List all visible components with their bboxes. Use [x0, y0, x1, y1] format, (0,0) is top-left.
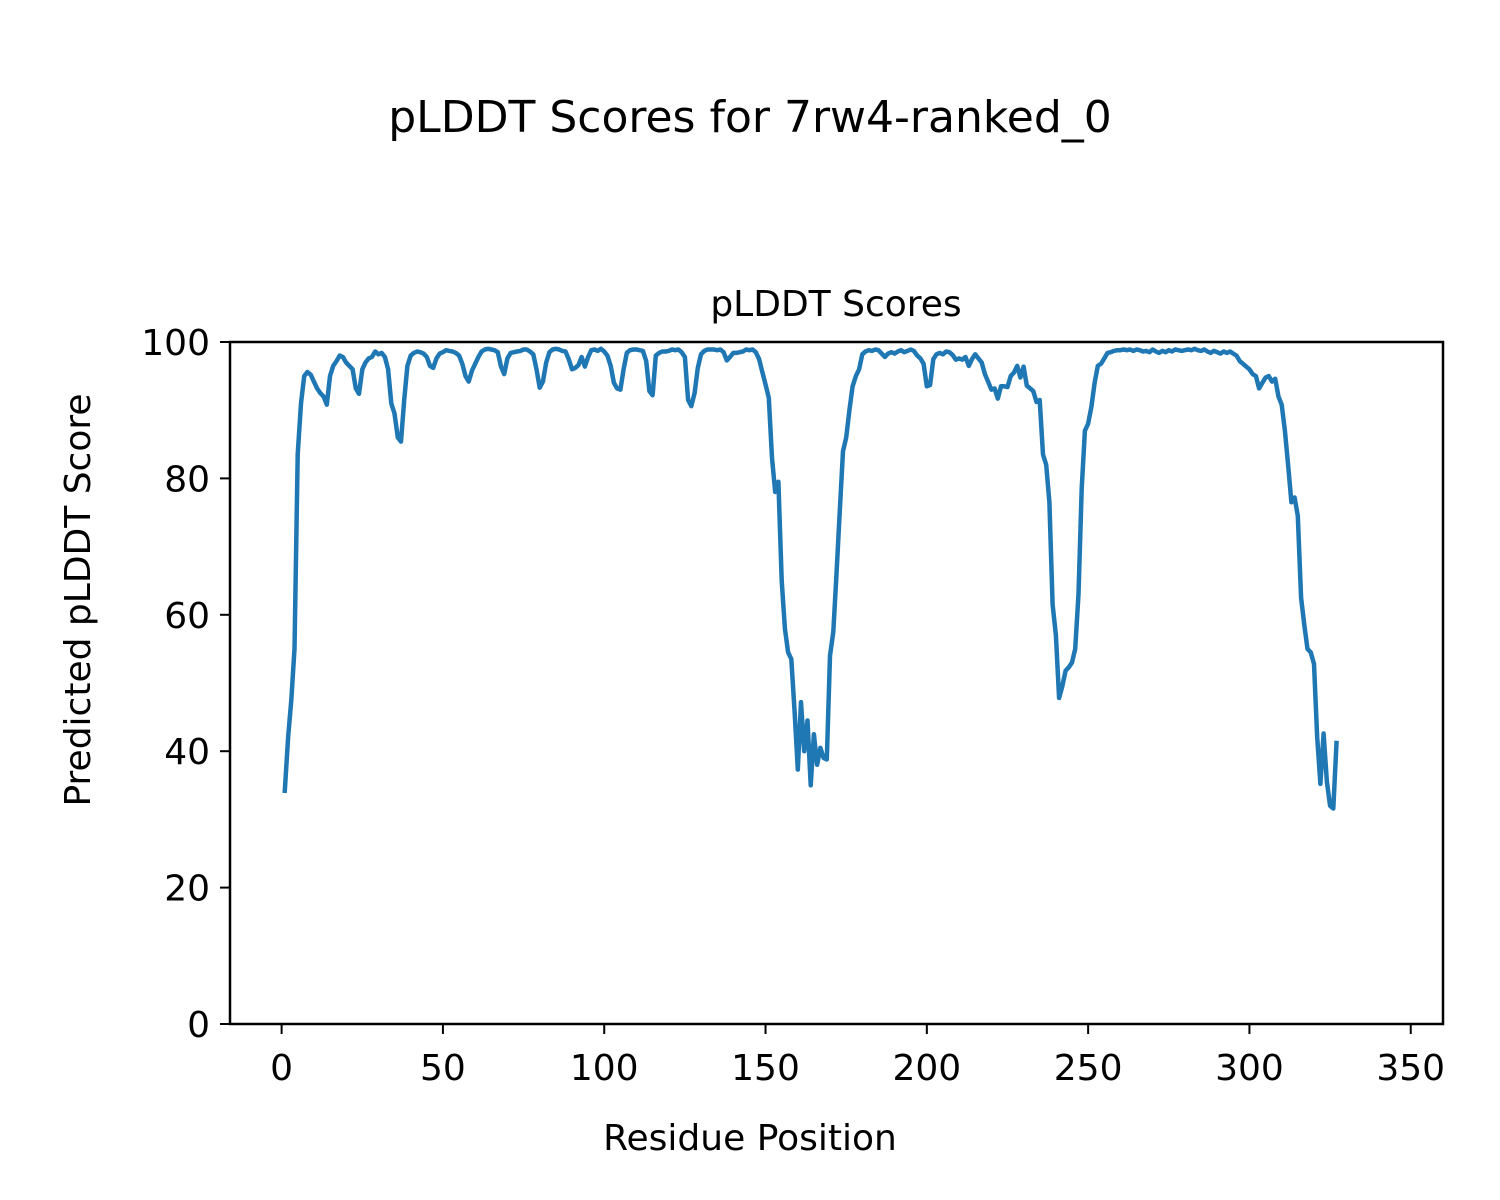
y-tick-label: 80 — [164, 459, 210, 500]
plot-frame — [228, 340, 1445, 1026]
y-tick-label: 40 — [164, 732, 210, 773]
axis-ticks: 0 50 100 150 200 250 300 350 0 20 40 60 80 100 — [141, 323, 1445, 1089]
y-tick-label: 100 — [141, 323, 210, 364]
y-tick-label: 60 — [164, 596, 210, 637]
x-tick-label: 100 — [570, 1048, 639, 1089]
x-tick-label: 150 — [731, 1048, 800, 1089]
x-axis-label: Residue Position — [603, 1118, 897, 1159]
figure-suptitle: pLDDT Scores for 7rw4-ranked_0 — [388, 92, 1112, 143]
y-axis-label: Predicted pLDDT Score — [58, 393, 99, 806]
y-tick-label: 20 — [164, 869, 210, 910]
y-tick-label: 0 — [187, 1005, 210, 1046]
x-tick-label: 300 — [1215, 1048, 1284, 1089]
x-tick-label: 250 — [1054, 1048, 1123, 1089]
x-tick-label: 0 — [270, 1048, 293, 1089]
series-layer — [282, 346, 1339, 811]
series-line-plddt — [282, 346, 1339, 811]
chart-title: pLDDT Scores — [710, 284, 961, 325]
x-tick-label: 200 — [892, 1048, 961, 1089]
x-tick-label: 50 — [420, 1048, 466, 1089]
x-tick-label: 350 — [1376, 1048, 1445, 1089]
